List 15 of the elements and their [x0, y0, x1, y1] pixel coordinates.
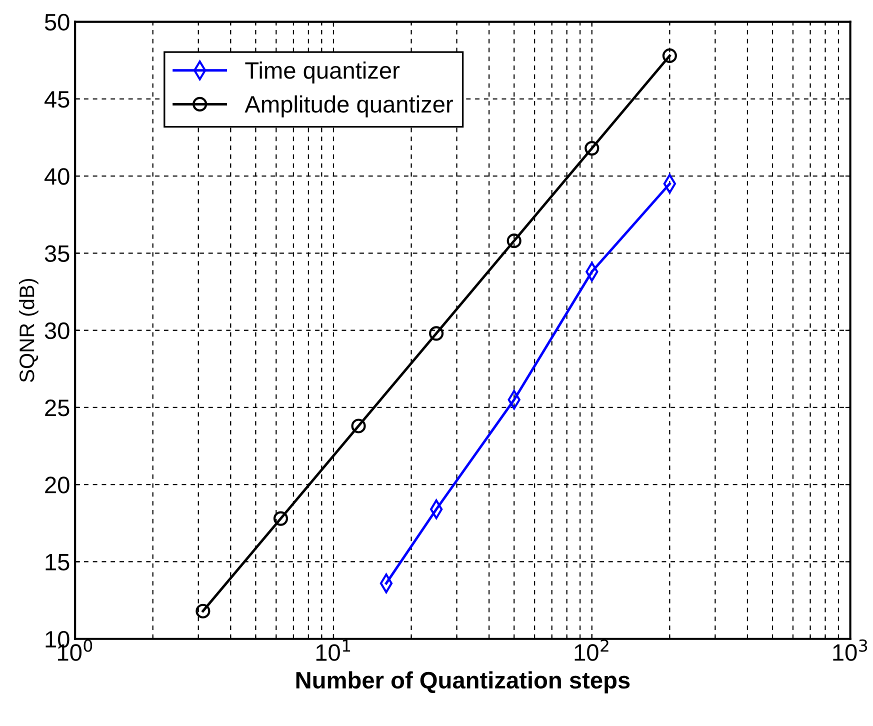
y-tick-label: 30: [44, 322, 70, 340]
y-tick-label: 20: [45, 476, 70, 494]
y-tick-label: 45: [44, 91, 70, 108]
x-tick-label: 10$^{1}$: [316, 640, 350, 661]
y-tick-label: 25: [45, 400, 70, 416]
y-tick-label: 50: [44, 14, 70, 31]
x-tick-label: 10$^{2}$: [574, 639, 608, 661]
x-tick-label: 10$^{3}$: [833, 639, 868, 661]
y-tick-label: 35: [44, 245, 70, 262]
legend-label: Time quantizer: [245, 62, 400, 84]
y-axis-title: SQNR (dB): [18, 278, 38, 382]
x-axis-title: Number of Quantization steps: [296, 671, 630, 694]
legend-label: Amplitude quantizer: [244, 95, 453, 118]
y-tick-label: 40: [44, 168, 70, 185]
y-tick-label: 15: [46, 554, 70, 571]
